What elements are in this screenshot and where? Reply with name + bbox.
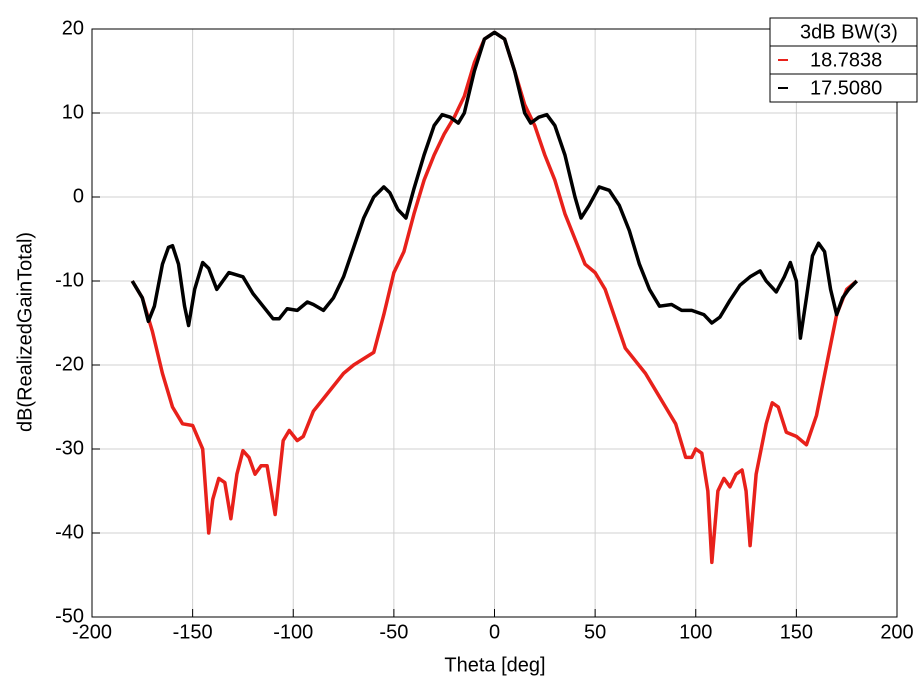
series-line [130,30,859,340]
y-tick-label: -20 [55,353,84,375]
y-axis-label: dB(RealizedGainTotal) [14,232,36,432]
x-tick-label: 150 [780,621,813,643]
x-tick-label: 200 [880,621,913,643]
y-tick-label: 20 [62,17,84,39]
y-tick-label: 0 [73,185,84,207]
y-tick-label: -30 [55,437,84,459]
x-tick-label: 50 [584,621,606,643]
x-tick-label: -200 [72,621,112,643]
y-tick-label: 10 [62,101,84,123]
y-tick-label: -40 [55,521,84,543]
legend-label: 17.5080 [810,77,882,99]
plot-frame [91,28,898,618]
x-tick-label: -150 [173,621,213,643]
x-tick-label: 0 [489,621,500,643]
legend-label: 18.7838 [810,49,882,71]
legend-title: 3dB BW(3) [800,21,898,43]
y-tick-label: -50 [55,605,84,627]
legend: 3dB BW(3) 18.7838 17.5080 [769,17,918,103]
x-tick-label: 100 [679,621,712,643]
y-tick-label: -10 [55,269,84,291]
x-axis-label: Theta [deg] [444,654,545,676]
x-tick-label: -100 [273,621,313,643]
legend-box [769,17,918,103]
x-tick-label: -50 [379,621,408,643]
